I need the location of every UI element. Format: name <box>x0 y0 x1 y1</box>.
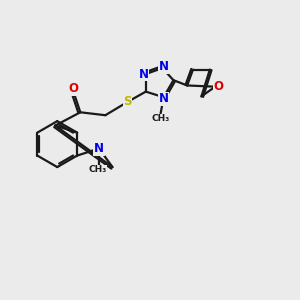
Text: N: N <box>159 92 169 105</box>
Text: O: O <box>68 82 78 95</box>
Text: N: N <box>94 142 104 155</box>
Text: CH₃: CH₃ <box>152 114 170 123</box>
Text: CH₃: CH₃ <box>88 166 106 175</box>
Text: N: N <box>159 60 169 73</box>
Text: S: S <box>123 95 132 109</box>
Text: O: O <box>213 80 223 93</box>
Text: N: N <box>139 68 148 81</box>
